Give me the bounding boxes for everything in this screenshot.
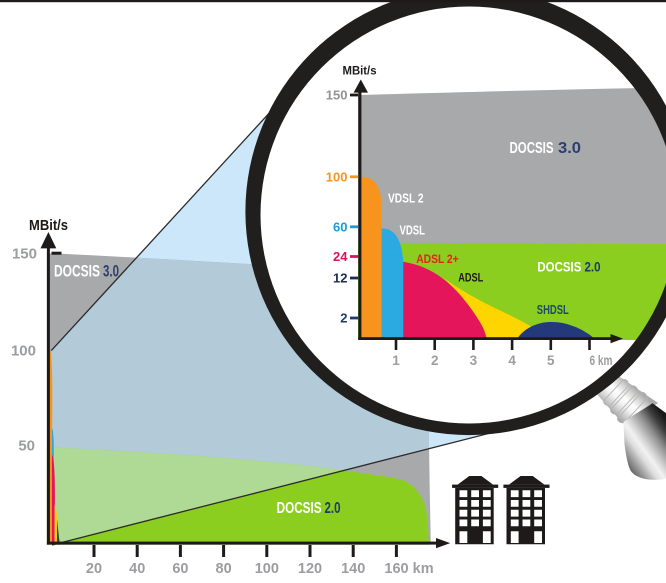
svg-text:MBit/s: MBit/s <box>343 65 377 77</box>
svg-text:ADSL 2+: ADSL 2+ <box>416 252 459 266</box>
svg-text:160 km: 160 km <box>384 561 433 577</box>
svg-text:3: 3 <box>470 353 478 368</box>
svg-text:2: 2 <box>340 311 347 326</box>
svg-text:VDSL: VDSL <box>400 224 426 238</box>
svg-text:3.0: 3.0 <box>558 140 581 157</box>
svg-text:150: 150 <box>12 246 37 263</box>
svg-text:80: 80 <box>216 561 232 577</box>
svg-text:20: 20 <box>86 561 102 577</box>
svg-text:4: 4 <box>508 353 516 368</box>
svg-text:120: 120 <box>298 561 322 577</box>
svg-text:DOCSIS: DOCSIS <box>510 140 554 157</box>
svg-text:VDSL 2: VDSL 2 <box>388 191 424 205</box>
svg-text:60: 60 <box>172 561 188 577</box>
svg-text:3.0: 3.0 <box>103 262 119 281</box>
svg-text:40: 40 <box>129 561 145 577</box>
svg-text:60: 60 <box>333 220 347 235</box>
svg-text:MBit/s: MBit/s <box>29 217 68 234</box>
svg-text:50: 50 <box>18 437 35 454</box>
svg-text:1: 1 <box>392 353 400 368</box>
svg-text:DOCSIS: DOCSIS <box>54 262 100 281</box>
svg-text:150: 150 <box>326 88 348 103</box>
svg-text:100: 100 <box>255 561 279 577</box>
svg-text:2.0: 2.0 <box>585 259 601 275</box>
svg-text:6 km: 6 km <box>590 353 613 368</box>
svg-text:2: 2 <box>431 353 439 368</box>
svg-text:5: 5 <box>547 353 555 368</box>
svg-text:2.0: 2.0 <box>325 500 341 517</box>
svg-text:100: 100 <box>326 170 348 185</box>
svg-text:SHDSL: SHDSL <box>537 302 569 317</box>
svg-text:DOCSIS: DOCSIS <box>277 500 322 517</box>
svg-text:140: 140 <box>341 561 365 577</box>
svg-text:24: 24 <box>333 249 348 264</box>
svg-text:100: 100 <box>11 343 36 360</box>
svg-text:ADSL: ADSL <box>458 270 483 284</box>
svg-text:12: 12 <box>333 271 347 286</box>
svg-text:DOCSIS: DOCSIS <box>537 259 581 275</box>
